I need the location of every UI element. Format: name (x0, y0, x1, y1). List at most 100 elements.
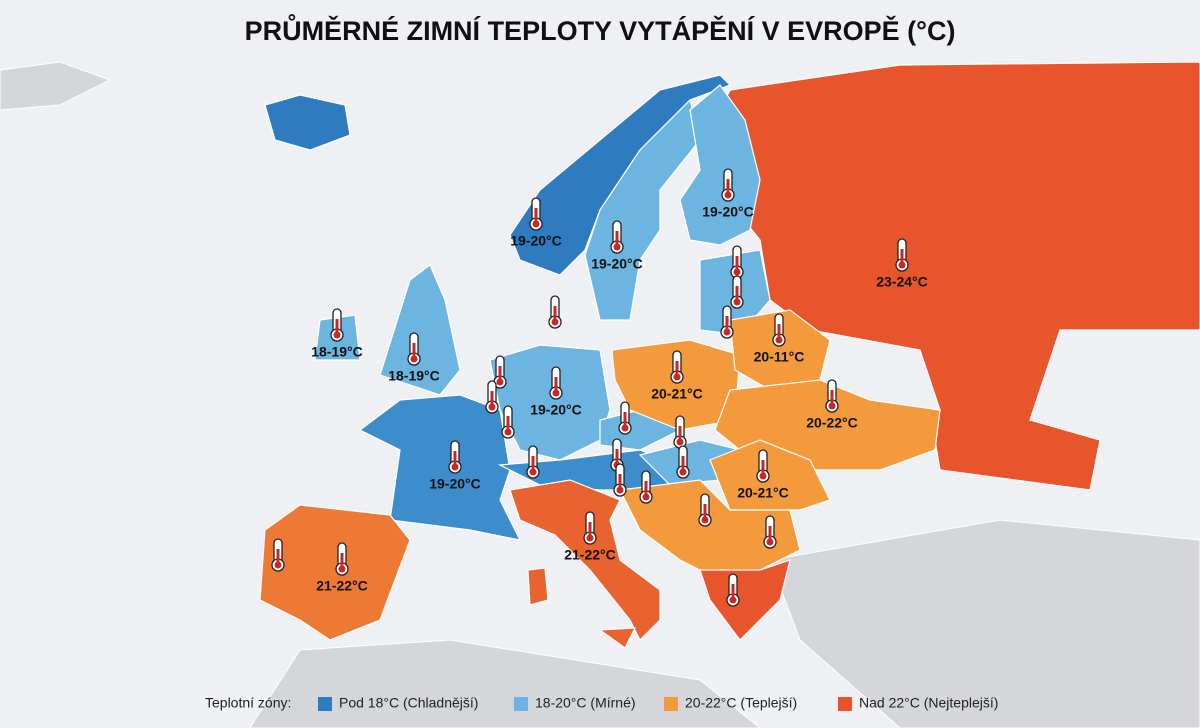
region-label: 19-20°C (429, 476, 481, 492)
thermometer-mercury (335, 319, 339, 335)
thermometer-mercury-bulb (532, 220, 540, 228)
thermometer-mercury-bulb (529, 468, 537, 476)
thermometer-mercury-bulb (551, 318, 559, 326)
region-labels: 19-20°C 19-20°C 19-20°C 23-24°C 18-19°C 18-19… (271, 168, 928, 607)
thermometer-mercury (735, 286, 739, 302)
thermometer-icon (448, 440, 462, 474)
legend-label: 20-22°C (Teplejší) (685, 695, 797, 711)
thermometer-mercury (553, 306, 557, 322)
thermometer-icon (895, 238, 909, 272)
thermometer-icon (726, 573, 740, 607)
thermometer-mercury (618, 474, 622, 490)
thermometer-mercury-bulb (775, 336, 783, 344)
thermometer-mercury-bulb (759, 472, 767, 480)
thermometer-mercury (615, 231, 619, 247)
thermometer-mercury (506, 416, 510, 432)
thermometer-mercury-bulb (828, 402, 836, 410)
thermometer-icon (763, 515, 777, 549)
thermometer-mercury (726, 179, 730, 195)
thermometer-mercury-bulb (898, 261, 906, 269)
thermometer-icon (772, 313, 786, 347)
thermometer-mercury-bulb (733, 268, 741, 276)
thermometer-mercury (531, 456, 535, 472)
region-label: 19-20°C (510, 233, 562, 249)
region-label: 20-21°C (651, 386, 703, 402)
thermometer-icon (330, 308, 344, 342)
thermometer-mercury-bulb (701, 516, 709, 524)
thermometer-icon (583, 511, 597, 545)
thermometer-mercury-bulb (616, 486, 624, 494)
thermometer-icon (549, 366, 563, 400)
region-label: 21-22°C (316, 578, 368, 594)
thermometer-mercury-bulb (729, 596, 737, 604)
thermometer-icon (720, 305, 734, 339)
legend-label: Pod 18°C (Chladnější) (339, 695, 478, 711)
thermometer-mercury (276, 549, 280, 565)
legend-swatch (838, 697, 852, 711)
thermometer-mercury-bulb (496, 378, 504, 386)
thermometer-icon (610, 220, 624, 254)
thermometer-mercury-bulb (333, 331, 341, 339)
thermometer-icon (335, 542, 349, 576)
thermometer-mercury-bulb (733, 298, 741, 306)
region-label: 20-11°C (754, 349, 805, 365)
thermometer-mercury (768, 526, 772, 542)
thermometer-icon (670, 350, 684, 384)
thermometer-mercury (761, 460, 765, 476)
thermometer-icon (730, 245, 744, 279)
thermometer-mercury (900, 249, 904, 265)
thermometer-mercury-bulb (766, 538, 774, 546)
region-label: 19-20°C (702, 204, 754, 220)
thermometer-mercury-bulb (586, 534, 594, 542)
region-label: 20-21°C (737, 485, 789, 501)
legend-swatch (318, 697, 332, 711)
thermometer-mercury (534, 208, 538, 224)
thermometer-mercury (678, 426, 682, 442)
thermometer-icon (673, 415, 687, 449)
background-land (0, 61, 1200, 728)
region-label: 19-20°C (530, 402, 582, 418)
thermometer-icon (485, 380, 499, 414)
thermometer-mercury-bulb (642, 493, 650, 501)
thermometer-icon (493, 355, 507, 389)
legend-swatch (514, 697, 528, 711)
thermometer-mercury-bulb (338, 565, 346, 573)
thermometer-icon (526, 445, 540, 479)
thermometer-mercury-bulb (613, 243, 621, 251)
thermometer-mercury (453, 451, 457, 467)
thermometer-mercury (554, 377, 558, 393)
legend-label: 18-20°C (Mírné) (535, 695, 636, 711)
region-label: 23-24°C (876, 274, 928, 290)
thermometer-mercury (615, 449, 619, 465)
thermometer-icon (639, 470, 653, 504)
thermometer-mercury-bulb (679, 468, 687, 476)
thermometer-mercury (644, 481, 648, 497)
thermometer-mercury-bulb (504, 428, 512, 436)
thermometer-icon (730, 275, 744, 309)
thermometer-mercury (340, 553, 344, 569)
thermometer-icon (529, 197, 543, 231)
thermometer-mercury-bulb (488, 403, 496, 411)
thermometer-icon (501, 405, 515, 439)
region-label: 19-20°C (591, 256, 643, 272)
thermometer-mercury-bulb (724, 191, 732, 199)
thermometer-icon (548, 295, 562, 329)
thermometer-mercury (623, 412, 627, 428)
thermometer-mercury-bulb (621, 424, 629, 432)
thermometer-mercury (735, 256, 739, 272)
thermometer-mercury-bulb (410, 355, 418, 363)
thermometer-icon (613, 463, 627, 497)
region-label: 21-22°C (564, 547, 616, 563)
thermometer-mercury (830, 390, 834, 406)
thermometer-icon (825, 379, 839, 413)
title: PRŮMĚRNÉ ZIMNÍ TEPLOTY VYTÁPĚNÍ V EVROPĚ… (245, 13, 956, 46)
legend-title: Teplotní zóny: (205, 695, 291, 711)
region-label: 20-22°C (806, 415, 858, 431)
thermometer-icon (618, 401, 632, 435)
thermometer-icon (407, 332, 421, 366)
thermometer-mercury (777, 324, 781, 340)
thermometer-mercury-bulb (451, 463, 459, 471)
thermometer-mercury (412, 343, 416, 359)
